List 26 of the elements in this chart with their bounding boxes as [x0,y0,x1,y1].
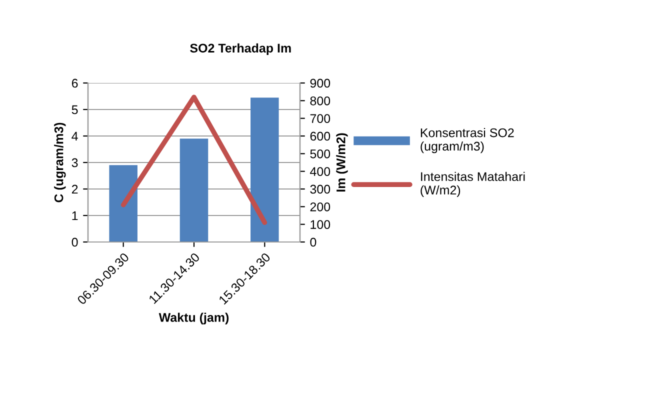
y2-tick-label: 200 [310,202,330,212]
y2-tick-label: 300 [310,184,330,194]
y-tick-label: 1 [72,211,78,220]
chart-title: SO2 Terhadap Im [190,43,291,56]
y-tick-label: 0 [72,238,78,247]
bar [180,138,208,242]
y2-tick-label: 500 [310,149,330,158]
y2-tick-label: 700 [310,114,330,123]
x-axis-title: Waktu (jam) [158,312,229,324]
legend-label: Konsentrasi SO2 (ugram/m3) [420,128,514,154]
y2-tick-label: 600 [310,132,330,141]
y-tick-label: 4 [72,132,78,141]
y-axis-title: C (ugram/m3) [54,122,66,202]
y2-tick-label: 900 [310,78,330,88]
bar [250,98,279,242]
y2-tick-label: 100 [310,220,330,229]
y2-tick-label: 0 [310,238,316,247]
y-tick-label: 2 [72,184,78,194]
y-tick-label: 5 [72,105,78,114]
legend-label: Intensitas Matahari (W/m2) [420,172,525,197]
y-tick-label: 6 [72,78,78,88]
y2-tick-label: 400 [310,167,330,176]
y2-axis-title: Im (W/m2) [336,133,348,192]
bar [109,165,138,242]
y2-tick-label: 800 [310,96,330,106]
y-tick-label: 3 [72,158,78,168]
